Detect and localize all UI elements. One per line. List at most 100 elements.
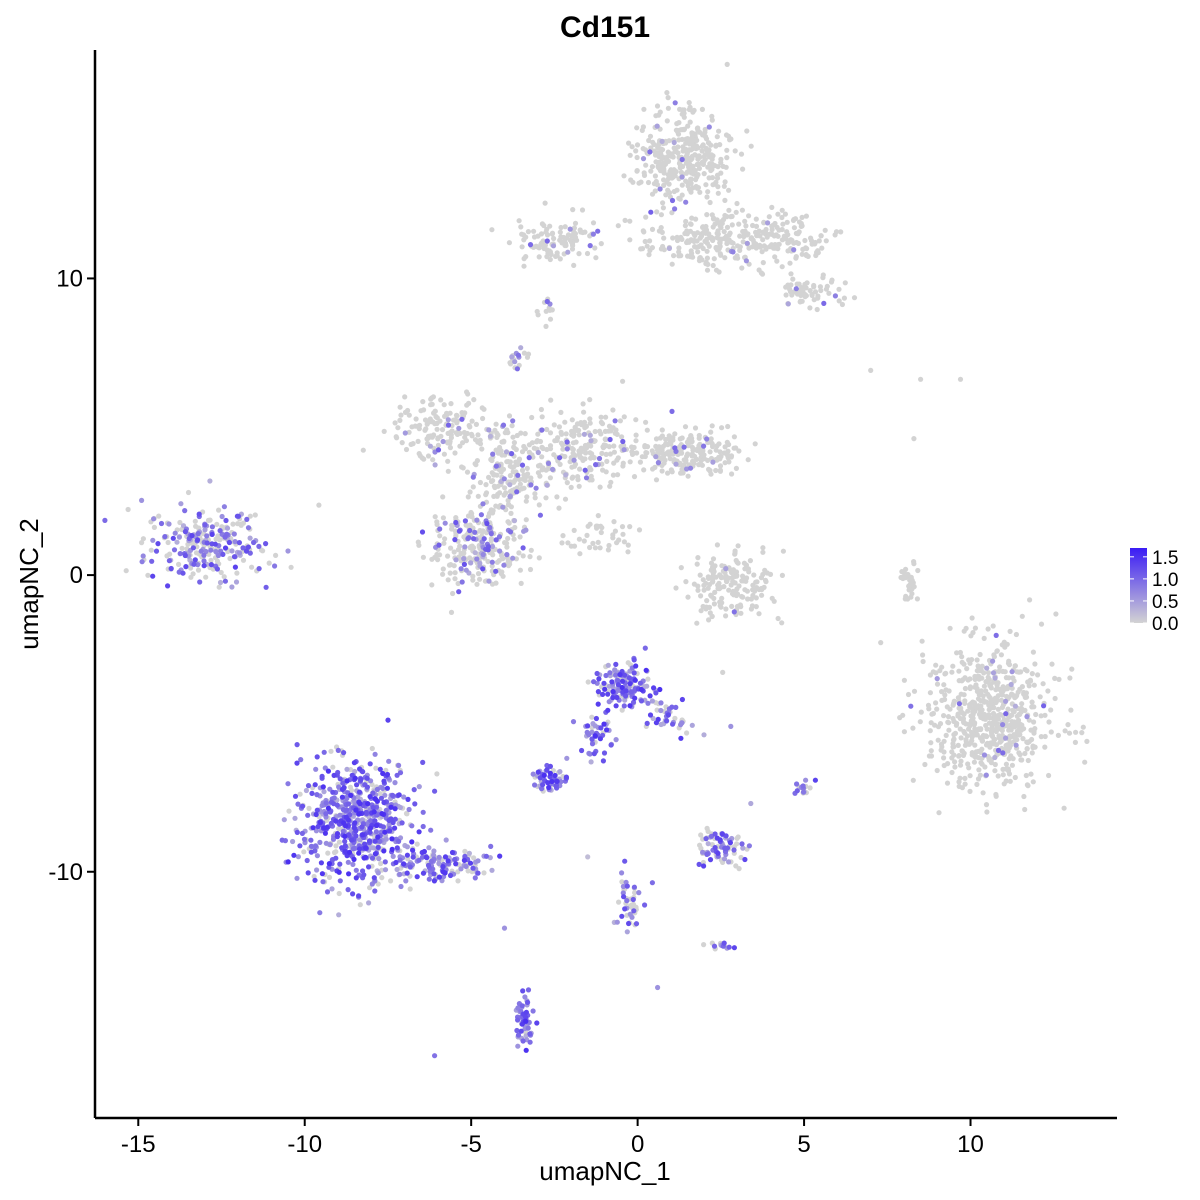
cell-point <box>478 512 484 518</box>
cell-point <box>647 693 653 699</box>
cell-point <box>592 428 598 435</box>
cell-point <box>812 777 819 783</box>
cell-point <box>420 554 426 560</box>
cell-point <box>317 819 323 826</box>
cell-point <box>1041 703 1047 709</box>
cell-point <box>448 401 454 407</box>
cell-point <box>533 485 539 491</box>
cell-point <box>369 745 375 752</box>
cell-point <box>751 240 757 246</box>
cell-point <box>695 185 702 191</box>
cell-point <box>733 209 739 215</box>
cell-point <box>480 551 486 558</box>
cell-point <box>698 233 705 239</box>
cell-point <box>721 940 727 946</box>
cell-point <box>679 107 685 113</box>
cell-point <box>980 790 986 796</box>
cell-point <box>461 857 467 864</box>
cell-point <box>356 789 363 795</box>
cell-point <box>444 439 450 445</box>
cell-point <box>708 429 714 435</box>
x-tick-label: 10 <box>957 1131 984 1158</box>
cell-point <box>542 200 548 206</box>
cell-point <box>664 718 670 724</box>
cell-point <box>295 854 301 860</box>
cell-point <box>708 471 714 477</box>
cell-point <box>192 557 198 563</box>
cell-point <box>584 729 590 736</box>
cell-point <box>520 1038 526 1044</box>
cell-point <box>610 695 616 701</box>
cell-point <box>718 156 724 162</box>
cell-point <box>683 136 689 142</box>
cell-point <box>232 539 238 545</box>
cell-point <box>1017 732 1023 738</box>
cell-point <box>570 440 577 446</box>
cell-point <box>178 501 184 507</box>
cell-point <box>977 651 983 658</box>
cell-point <box>343 849 349 855</box>
cell-point <box>452 450 458 456</box>
cell-point <box>221 574 227 580</box>
cell-point <box>841 295 848 301</box>
cell-point <box>435 442 441 448</box>
cell-point <box>587 243 593 249</box>
cell-point <box>698 593 704 599</box>
cell-point <box>673 704 679 711</box>
cell-point <box>590 231 597 237</box>
cell-point <box>652 173 659 179</box>
cell-point <box>928 740 934 746</box>
cell-point <box>619 684 625 691</box>
cell-point <box>427 443 433 449</box>
cell-point <box>718 574 725 580</box>
cell-point <box>1029 699 1035 705</box>
cell-point <box>544 298 550 305</box>
cell-point <box>524 494 530 500</box>
cell-point <box>581 431 588 437</box>
cell-point <box>538 406 545 413</box>
cell-point <box>441 402 447 408</box>
cell-point <box>489 559 495 565</box>
cell-point <box>509 451 515 457</box>
cell-point <box>390 792 396 799</box>
cell-point <box>660 205 667 211</box>
cell-point <box>962 698 968 704</box>
x-tick-label: -5 <box>461 1131 482 1158</box>
cell-point <box>691 581 698 587</box>
cell-point <box>547 443 554 449</box>
cell-point <box>811 297 817 303</box>
cell-point <box>793 286 799 292</box>
cell-point <box>558 779 564 785</box>
cell-point <box>598 529 604 536</box>
cell-point <box>564 480 570 486</box>
cell-point <box>1007 778 1013 784</box>
cell-point <box>588 438 594 444</box>
cell-point <box>341 750 347 756</box>
cell-point <box>1003 735 1009 741</box>
cell-point <box>330 789 336 795</box>
cell-point <box>585 854 591 860</box>
cell-point <box>725 133 732 139</box>
cell-point <box>480 501 486 507</box>
cell-point <box>1021 692 1028 698</box>
cell-point <box>580 229 586 236</box>
cell-point <box>419 529 426 535</box>
cell-point <box>576 432 582 438</box>
cell-point <box>714 457 720 463</box>
cell-point <box>544 446 550 453</box>
cell-point <box>679 182 685 188</box>
cell-point <box>390 819 396 826</box>
cell-point <box>769 204 775 210</box>
cell-point <box>649 448 655 454</box>
cell-point <box>705 151 711 157</box>
cell-point <box>198 548 204 554</box>
cell-point <box>1003 778 1009 784</box>
cell-point <box>182 508 188 514</box>
cell-point <box>1022 666 1028 673</box>
cell-point <box>185 489 192 496</box>
cell-point <box>452 537 458 543</box>
cell-point <box>653 113 659 119</box>
cell-point <box>292 815 298 821</box>
cell-point <box>620 378 626 384</box>
cell-point <box>522 431 528 437</box>
